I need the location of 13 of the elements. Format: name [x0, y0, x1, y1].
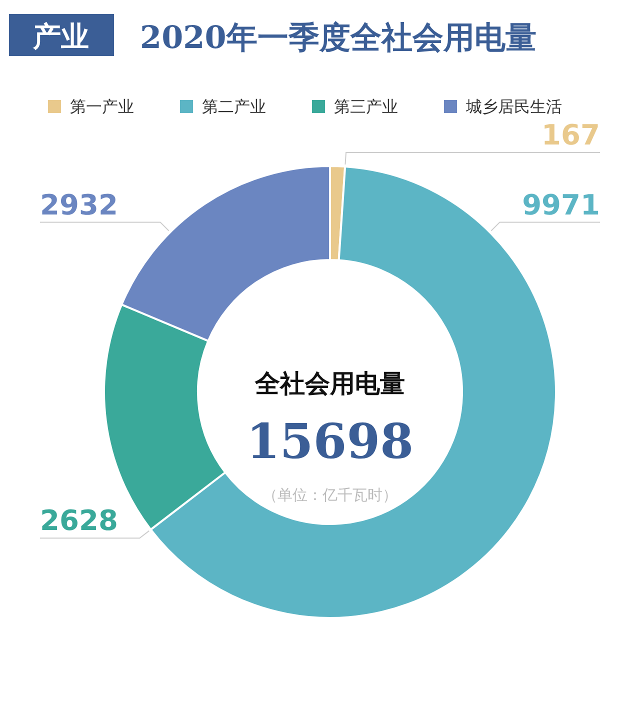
- text: 全社会用电量: [254, 369, 405, 398]
- legend-label: 第二产业: [202, 97, 266, 116]
- data-label: 2932: [40, 188, 118, 222]
- text: 15698: [246, 414, 414, 470]
- legend-label: 第三产业: [334, 97, 398, 116]
- text: （单位：亿千瓦时）: [262, 486, 398, 504]
- chart-title: 2020年一季度全社会用电量: [140, 20, 536, 56]
- data-label: 9971: [522, 188, 600, 222]
- data-label: 2628: [40, 504, 118, 538]
- text: 产业: [32, 20, 89, 53]
- legend-label: 第一产业: [70, 97, 134, 116]
- data-label: 167: [542, 118, 600, 152]
- legend-label: 城乡居民生活: [465, 97, 562, 116]
